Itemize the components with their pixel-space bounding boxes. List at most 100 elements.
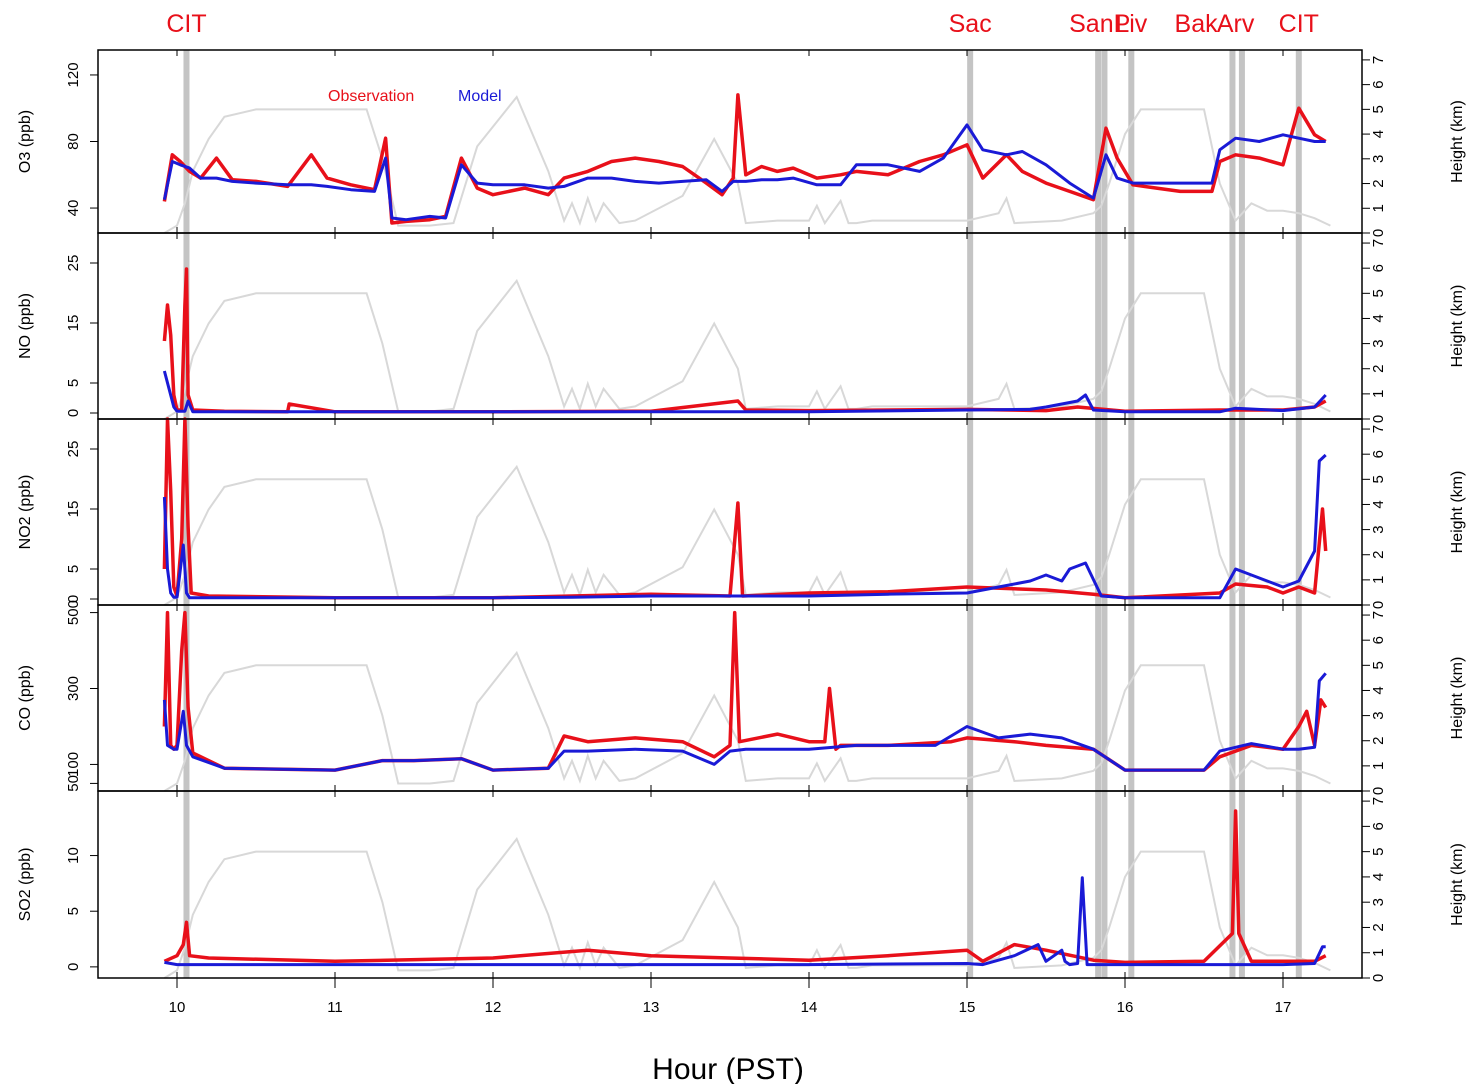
location-label-cit-0: CIT: [166, 10, 206, 38]
height-axis-title: Height (km): [1449, 657, 1466, 740]
y-axis-title: SO2 (ppb): [17, 848, 34, 922]
height-tick-label: 0: [1370, 229, 1387, 237]
y-tick-label: 5: [65, 907, 82, 915]
height-profile-line: [163, 95, 1331, 234]
y-tick-label: 15: [65, 315, 82, 332]
x-tick-label: 14: [801, 999, 818, 1016]
height-tick-label: 3: [1370, 898, 1387, 906]
height-tick-label: 0: [1370, 415, 1387, 423]
height-tick-label: 1: [1370, 204, 1387, 212]
height-tick-label: 3: [1370, 155, 1387, 163]
series-model-line: [162, 672, 1327, 772]
y-tick-label: 40: [65, 200, 82, 217]
height-tick-label: 3: [1370, 711, 1387, 719]
location-label-sac-1: Sac: [949, 10, 992, 38]
y-tick-label: 500: [65, 600, 82, 625]
series-model-line: [162, 370, 1327, 414]
x-tick-label: 16: [1117, 999, 1134, 1016]
height-tick-label: 5: [1370, 475, 1387, 483]
height-tick-label: 2: [1370, 179, 1387, 187]
height-tick-label: 2: [1370, 365, 1387, 373]
x-tick-label: 12: [485, 999, 502, 1016]
location-label-arv-5: Arv: [1217, 10, 1255, 38]
height-tick-label: 6: [1370, 80, 1387, 88]
y-tick-label: 25: [65, 441, 82, 458]
height-tick-label: 4: [1370, 500, 1387, 508]
marker-lines-layer: [183, 50, 1302, 978]
height-tick-label: 5: [1370, 661, 1387, 669]
height-tick-label: 6: [1370, 450, 1387, 458]
y-tick-label: 5: [65, 565, 82, 573]
location-label-cit-6: CIT: [1279, 10, 1319, 38]
panel-4: 0 5 10 SO2 (ppb) 0 1 2 3 4 5 6 7 Height (km): [17, 790, 1466, 982]
series-observation-line: [163, 809, 1327, 965]
height-tick-label: 7: [1370, 425, 1387, 433]
series-model-line: [164, 876, 1326, 967]
panel-0: 40 80 120 O3 (ppb) 0 1 2 3 4 5 6 7 Height (km) Observ…: [17, 49, 1466, 237]
y-tick-label: 0: [65, 595, 82, 603]
series-model-line: [162, 123, 1326, 222]
height-tick-label: 2: [1370, 737, 1387, 745]
location-label-sanp-2: SanP: [1069, 10, 1130, 38]
height-tick-label: 3: [1370, 525, 1387, 533]
height-tick-label: 0: [1370, 974, 1387, 982]
series-observation-line: [162, 93, 1327, 225]
height-tick-label: 2: [1370, 551, 1387, 559]
height-profile-line: [163, 464, 1331, 606]
height-tick-label: 4: [1370, 130, 1387, 138]
height-tick-label: 3: [1370, 339, 1387, 347]
series-observation-line: [162, 610, 1328, 772]
x-axis-layer: 10 11 12 13 14 15 16 17: [169, 978, 1292, 1016]
y-axis-title: O3 (ppb): [17, 110, 34, 173]
panel-2: 0 5 15 25 NO2 (ppb) 0 1 2 3 4 5 6 7 Height (km): [17, 417, 1466, 609]
height-tick-label: 1: [1370, 762, 1387, 770]
height-tick-label: 1: [1370, 390, 1387, 398]
series-model-line: [162, 453, 1327, 600]
x-tick-label: 11: [327, 999, 343, 1016]
x-axis-title: Hour (PST): [652, 1053, 804, 1084]
height-tick-label: 6: [1370, 264, 1387, 272]
y-tick-label: 50: [65, 775, 82, 792]
x-tick-label: 17: [1275, 999, 1292, 1016]
y-tick-label: 0: [65, 963, 82, 971]
height-tick-label: 0: [1370, 601, 1387, 609]
height-profile-line: [163, 837, 1331, 979]
height-tick-label: 1: [1370, 949, 1387, 957]
y-tick-label: 100: [65, 752, 82, 777]
panel-1: 0 5 15 25 NO (ppb) 0 1 2 3 4 5 6 7 Height (km): [17, 232, 1466, 423]
legend-model: Model: [458, 88, 502, 105]
height-profile-line: [163, 278, 1331, 420]
height-tick-label: 4: [1370, 686, 1387, 694]
height-tick-label: 6: [1370, 636, 1387, 644]
height-tick-label: 7: [1370, 239, 1387, 247]
x-tick-label: 15: [959, 999, 976, 1016]
y-axis-title: NO (ppb): [17, 293, 34, 359]
legend-observation: Observation: [328, 88, 414, 105]
panel-frame: [97, 790, 1363, 979]
height-tick-label: 2: [1370, 923, 1387, 931]
height-tick-label: 4: [1370, 873, 1387, 881]
series-observation-line: [162, 417, 1328, 600]
height-tick-label: 5: [1370, 105, 1387, 113]
panel-frame: [97, 49, 1363, 234]
height-profile-line: [163, 650, 1331, 792]
series-observation-line: [162, 267, 1327, 414]
y-axis-title: NO2 (ppb): [17, 475, 34, 550]
y-tick-label: 120: [65, 62, 82, 87]
y-tick-label: 80: [65, 133, 82, 150]
y-tick-label: 5: [65, 379, 82, 387]
panel-frame: [97, 232, 1363, 420]
x-tick-label: 10: [169, 999, 186, 1016]
y-tick-label: 15: [65, 501, 82, 518]
x-tick-label: 13: [643, 999, 660, 1016]
y-tick-label: 300: [65, 676, 82, 701]
height-tick-label: 5: [1370, 289, 1387, 297]
height-axis-title: Height (km): [1449, 100, 1466, 183]
height-tick-label: 7: [1370, 611, 1387, 619]
height-axis-title: Height (km): [1449, 285, 1466, 368]
height-tick-label: 4: [1370, 314, 1387, 322]
